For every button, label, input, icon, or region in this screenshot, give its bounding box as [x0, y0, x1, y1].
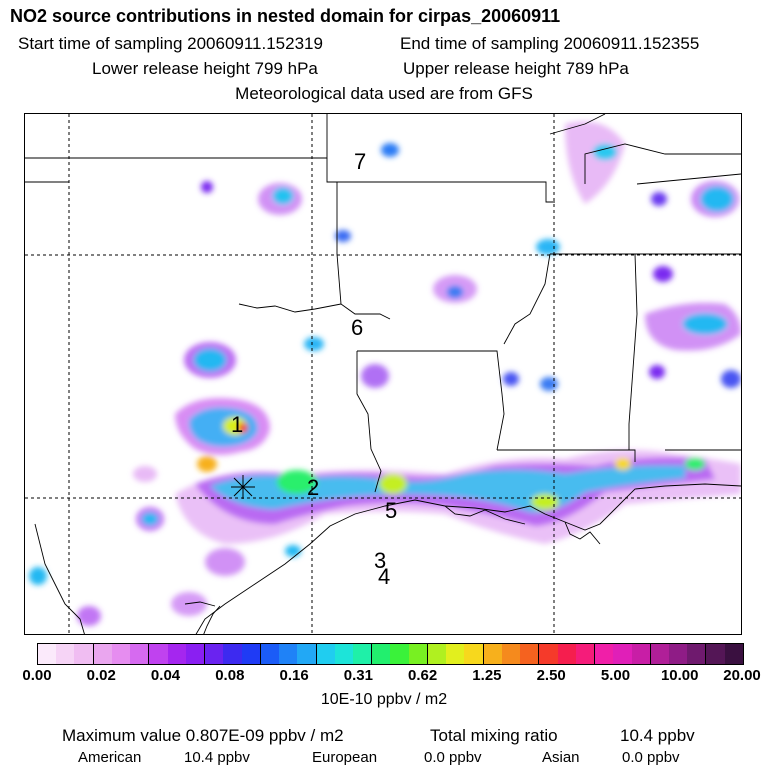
colorbar-tick-label: 0.31 — [343, 667, 373, 684]
colorbar-tick-label: 2.50 — [536, 667, 566, 684]
colorbar-tick-label: 0.62 — [408, 667, 438, 684]
colorbar-tick-label: 10.00 — [660, 667, 699, 684]
colorbar-segment — [205, 644, 224, 664]
map-canvas: 1 2 3 4 5 6 7 — [25, 114, 741, 634]
total-mixing-label: Total mixing ratio — [430, 726, 558, 745]
colorbar-tick-label: 0.02 — [86, 667, 116, 684]
colorbar-tick-label: 0.16 — [279, 667, 309, 684]
colorbar-segment — [352, 644, 373, 664]
colorbar-segment — [501, 644, 521, 664]
colorbar-segment — [38, 644, 57, 664]
marker-3: 3 — [374, 548, 386, 573]
colorbar-tick-label: 5.00 — [600, 667, 631, 684]
colorbar-segment — [260, 644, 280, 664]
colorbar-segment — [724, 644, 743, 664]
colorbar-segment — [595, 644, 614, 664]
colorbar-segment — [279, 644, 298, 664]
marker-1: 1 — [231, 412, 243, 437]
marker-7: 7 — [354, 149, 366, 174]
state-borders — [25, 114, 741, 493]
end-time-label: End time of sampling 20060911.152355 — [400, 34, 700, 53]
colorbar-segment — [185, 644, 206, 664]
colorbar-segment — [483, 644, 502, 664]
colorbar-segment — [557, 644, 576, 664]
release-site-icon — [231, 475, 255, 499]
upper-release-label: Upper release height 789 hPa — [403, 59, 629, 78]
marker-5: 5 — [385, 498, 397, 523]
marker-2: 2 — [307, 475, 319, 500]
colorbar-segment — [130, 644, 150, 664]
lower-release-label: Lower release height 799 hPa — [92, 59, 318, 78]
coastline — [34, 483, 741, 634]
asian-value: 0.0 ppbv — [622, 749, 680, 766]
colorbar-segment — [613, 644, 632, 664]
colorbar-segment — [464, 644, 484, 664]
marker-6: 6 — [351, 315, 363, 340]
colorbar-segment — [93, 644, 112, 664]
colorbar-segment — [167, 644, 186, 664]
lat-lon-grid — [25, 114, 741, 634]
colorbar-segment — [650, 644, 669, 664]
colorbar-unit-label: 10E-10 ppbv / m2 — [320, 691, 448, 708]
met-data-label: Meteorological data used are from GFS — [235, 84, 533, 103]
colorbar-tick-label: 0.00 — [22, 667, 52, 684]
colorbar-segment — [74, 644, 94, 664]
colorbar-segment — [390, 644, 409, 664]
colorbar-segment — [520, 644, 540, 664]
colorbar-tick-label: 20.00 — [723, 667, 761, 684]
total-mixing-value: 10.4 ppbv — [620, 726, 695, 745]
european-value: 0.0 ppbv — [424, 749, 482, 766]
page-title: NO2 source contributions in nested domai… — [10, 6, 561, 26]
colorbar-segment — [539, 644, 558, 664]
colorbar-segment — [408, 644, 428, 664]
colorbar-ticks: 0.00 0.02 0.04 0.08 0.16 0.31 0.62 1.25 2.50 5.00… — [0, 667, 768, 687]
max-value-label: Maximum value 0.807E-09 ppbv / m2 — [62, 726, 344, 745]
colorbar-segment — [372, 644, 391, 664]
european-label: European — [312, 749, 378, 766]
colorbar-segment — [446, 644, 465, 664]
american-value: 10.4 ppbv — [184, 749, 250, 766]
colorbar-segment — [668, 644, 688, 664]
colorbar-segment — [241, 644, 261, 664]
colorbar-segment — [149, 644, 168, 664]
colorbar-tick-label: 1.25 — [472, 667, 502, 684]
colorbar-segment — [111, 644, 131, 664]
american-label: American — [78, 749, 142, 766]
colorbar-segment — [297, 644, 317, 664]
plume-layer — [29, 121, 741, 626]
colorbar-segment — [631, 644, 651, 664]
colorbar-segment — [316, 644, 335, 664]
asian-label: Asian — [542, 749, 580, 766]
colorbar-segment — [427, 644, 447, 664]
colorbar-segment — [56, 644, 75, 664]
colorbar-segment — [687, 644, 707, 664]
colorbar-segment — [334, 644, 353, 664]
colorbar — [37, 643, 744, 665]
marker-4: 4 — [378, 564, 390, 589]
colorbar-segment — [575, 644, 596, 664]
colorbar-tick-label: 0.08 — [215, 667, 245, 684]
colorbar-tick-label: 0.04 — [150, 667, 181, 684]
contribution-map[interactable]: 1 2 3 4 5 6 7 — [24, 113, 742, 635]
start-time-label: Start time of sampling 20060911.152319 — [18, 34, 323, 53]
colorbar-segment — [706, 644, 725, 664]
colorbar-segment — [223, 644, 242, 664]
